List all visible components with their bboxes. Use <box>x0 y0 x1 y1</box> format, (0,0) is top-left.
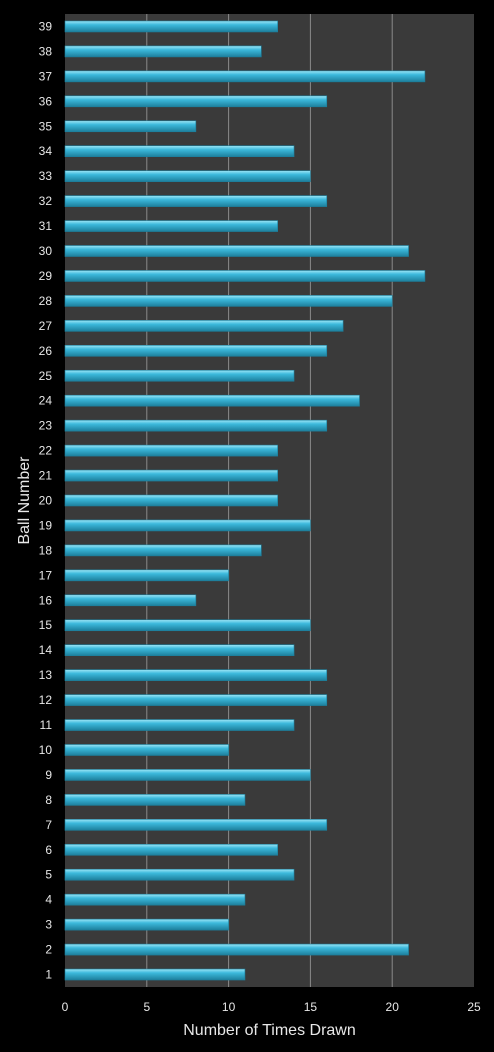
bar-ball-3 <box>64 918 229 931</box>
bar-ball-27 <box>64 320 344 332</box>
bar-ball-15 <box>64 619 311 632</box>
bar-ball-22 <box>64 444 278 457</box>
bar-ball-28 <box>64 295 393 307</box>
y-tick-label: 1 <box>45 968 52 982</box>
bar-ball-29 <box>64 270 426 282</box>
y-tick-label: 13 <box>39 668 53 682</box>
x-tick-labels: 0 5 10 15 20 25 <box>62 1000 481 1014</box>
bar-ball-34 <box>64 145 295 158</box>
bar-ball-26 <box>64 345 328 357</box>
y-tick-label: 16 <box>39 593 53 607</box>
y-tick-label: 37 <box>39 69 53 83</box>
bar-ball-38 <box>64 45 262 58</box>
y-tick-label: 29 <box>39 269 53 283</box>
y-tick-label: 5 <box>45 868 52 882</box>
y-tick-label: 22 <box>39 444 53 458</box>
y-tick-label: 30 <box>39 244 53 258</box>
y-tick-label: 26 <box>39 344 53 358</box>
y-tick-label: 24 <box>39 394 53 408</box>
bar-ball-25 <box>64 369 295 382</box>
bar-ball-37 <box>64 70 426 83</box>
x-tick-label: 25 <box>467 1000 481 1014</box>
bar-ball-20 <box>64 494 278 507</box>
y-tick-label: 28 <box>39 294 53 308</box>
x-tick-label: 10 <box>222 1000 236 1014</box>
bar-ball-7 <box>64 819 328 831</box>
bar-ball-12 <box>64 694 328 706</box>
y-tick-label: 3 <box>45 918 52 932</box>
x-axis-title: Number of Times Drawn <box>183 1022 356 1039</box>
y-tick-label: 12 <box>39 693 53 707</box>
y-axis-title: Ball Number <box>16 456 33 545</box>
y-tick-label: 31 <box>39 219 53 233</box>
y-tick-label: 36 <box>39 94 53 108</box>
bar-ball-36 <box>64 95 328 108</box>
y-tick-label: 32 <box>39 194 53 208</box>
bar-ball-8 <box>64 794 246 806</box>
y-tick-label: 11 <box>40 718 53 732</box>
bar-ball-5 <box>64 868 295 881</box>
bar-ball-16 <box>64 594 197 607</box>
bar-ball-14 <box>64 644 295 656</box>
bar-ball-17 <box>64 569 229 582</box>
bar-ball-24 <box>64 394 360 407</box>
y-tick-label: 25 <box>39 369 53 383</box>
y-tick-label: 19 <box>39 518 53 532</box>
bar-ball-13 <box>64 669 328 681</box>
bar-ball-9 <box>64 769 311 781</box>
bar-ball-4 <box>64 893 246 906</box>
x-tick-label: 5 <box>143 1000 150 1014</box>
bar-ball-23 <box>64 419 328 432</box>
bar-ball-10 <box>64 744 229 756</box>
bar-ball-19 <box>64 519 311 532</box>
y-tick-label: 8 <box>45 793 52 807</box>
y-tick-label: 14 <box>39 643 53 657</box>
bar-ball-39 <box>64 20 278 33</box>
bar-ball-1 <box>64 968 246 981</box>
y-tick-label: 6 <box>45 843 52 857</box>
y-tick-label: 7 <box>45 818 52 832</box>
bar-ball-11 <box>64 719 295 731</box>
bar-ball-21 <box>64 469 278 482</box>
y-tick-label: 10 <box>39 743 53 757</box>
y-tick-label: 27 <box>39 319 53 333</box>
y-tick-label: 9 <box>45 768 52 782</box>
bar-ball-30 <box>64 245 409 257</box>
x-tick-label: 15 <box>304 1000 318 1014</box>
bar-ball-33 <box>64 170 311 182</box>
bars <box>64 20 426 981</box>
y-tick-label: 20 <box>39 494 53 508</box>
bar-ball-32 <box>64 195 328 207</box>
y-tick-label: 23 <box>39 419 53 433</box>
bar-ball-6 <box>64 843 278 856</box>
bar-ball-35 <box>64 120 197 133</box>
y-tick-label: 21 <box>39 469 53 483</box>
y-tick-label: 17 <box>39 568 53 582</box>
bar-ball-31 <box>64 220 278 232</box>
y-tick-label: 2 <box>45 943 52 957</box>
y-tick-label: 33 <box>39 169 53 183</box>
y-tick-label: 39 <box>39 19 53 33</box>
y-tick-label: 4 <box>45 893 52 907</box>
y-tick-label: 34 <box>39 144 53 158</box>
bar-ball-18 <box>64 544 262 557</box>
y-tick-label: 35 <box>39 119 53 133</box>
y-tick-label: 15 <box>39 618 53 632</box>
x-tick-label: 0 <box>62 1000 69 1014</box>
x-tick-label: 20 <box>386 1000 400 1014</box>
y-tick-label: 18 <box>39 543 53 557</box>
y-tick-labels: 1234567891011121314151617181920212223242… <box>39 19 53 981</box>
bar-ball-2 <box>64 943 409 956</box>
y-tick-label: 38 <box>39 44 53 58</box>
